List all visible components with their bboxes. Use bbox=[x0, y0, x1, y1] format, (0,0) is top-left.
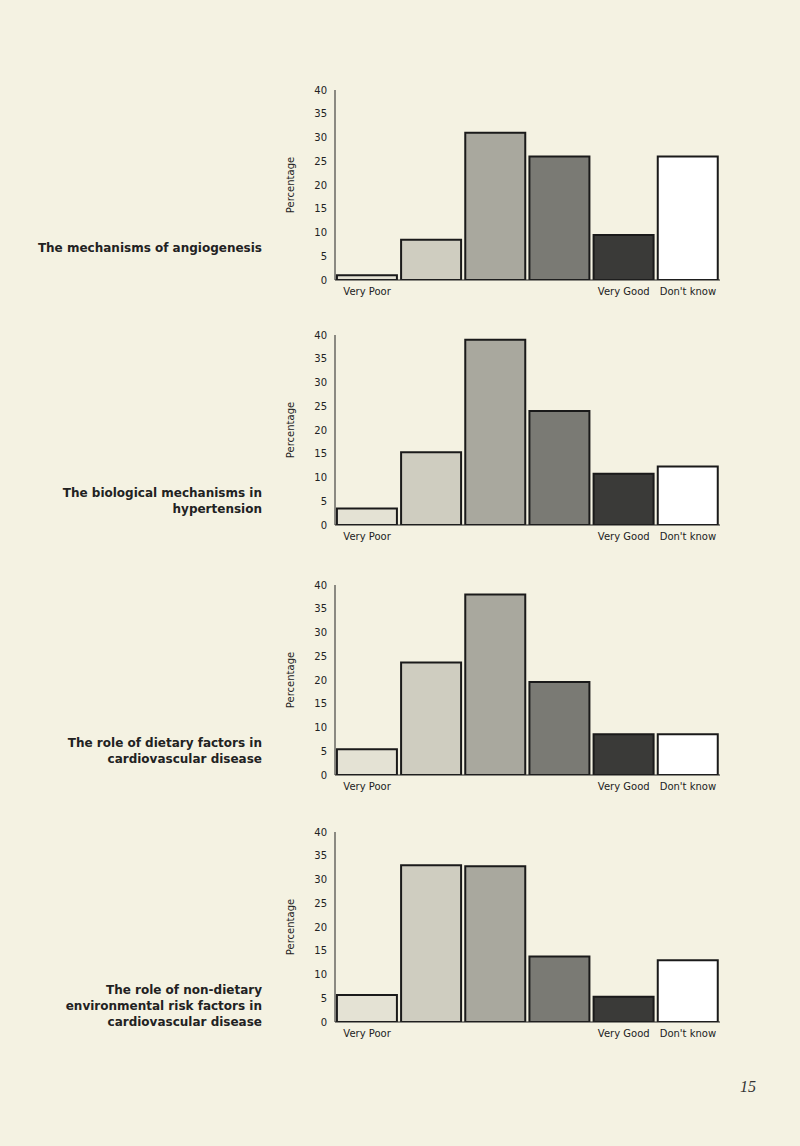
svg-text:Percentage: Percentage bbox=[285, 652, 296, 708]
svg-text:5: 5 bbox=[321, 496, 327, 507]
svg-text:10: 10 bbox=[314, 227, 327, 238]
svg-text:25: 25 bbox=[314, 651, 327, 662]
svg-text:35: 35 bbox=[314, 353, 327, 364]
html-text:The mechanisms of angiogenesis: The mechanisms of angiogenesis bbox=[37, 241, 262, 255]
svg-text:5: 5 bbox=[321, 746, 327, 757]
svg-text:Very Poor: Very Poor bbox=[343, 286, 391, 297]
svg-text:0: 0 bbox=[321, 770, 327, 781]
svg-text:Very Good: Very Good bbox=[598, 781, 650, 792]
svg-text:40: 40 bbox=[314, 330, 327, 341]
svg-text:40: 40 bbox=[314, 85, 327, 96]
svg-text:Percentage: Percentage bbox=[285, 899, 296, 955]
html-text:The role of non-dietary enviro: The role of non-dietary environmental ri… bbox=[65, 983, 262, 1029]
svg-text:Don't know: Don't know bbox=[660, 531, 716, 542]
svg-text:0: 0 bbox=[321, 1017, 327, 1028]
svg-text:25: 25 bbox=[314, 898, 327, 909]
svg-text:5: 5 bbox=[321, 993, 327, 1004]
svg-text:10: 10 bbox=[314, 472, 327, 483]
svg-text:30: 30 bbox=[314, 627, 327, 638]
html-text:The role of dietary factors in: The role of dietary factors in cardiovas… bbox=[67, 736, 262, 766]
svg-text:15: 15 bbox=[314, 448, 327, 459]
svg-text:Very Poor: Very Poor bbox=[343, 781, 391, 792]
svg-text:Percentage: Percentage bbox=[285, 402, 296, 458]
svg-text:Very Good: Very Good bbox=[598, 531, 650, 542]
svg-text:30: 30 bbox=[314, 132, 327, 143]
svg-text:0: 0 bbox=[321, 275, 327, 286]
svg-text:30: 30 bbox=[314, 874, 327, 885]
svg-text:35: 35 bbox=[314, 603, 327, 614]
svg-text:15: 15 bbox=[314, 698, 327, 709]
svg-text:Very Good: Very Good bbox=[598, 1028, 650, 1039]
html-text:15: 15 bbox=[740, 1078, 756, 1095]
svg-text:0: 0 bbox=[321, 520, 327, 531]
svg-text:5: 5 bbox=[321, 251, 327, 262]
svg-text:25: 25 bbox=[314, 156, 327, 167]
svg-text:20: 20 bbox=[314, 922, 327, 933]
svg-text:Don't know: Don't know bbox=[660, 1028, 716, 1039]
svg-text:Very Poor: Very Poor bbox=[343, 531, 391, 542]
svg-text:10: 10 bbox=[314, 969, 327, 980]
svg-text:25: 25 bbox=[314, 401, 327, 412]
svg-text:Very Poor: Very Poor bbox=[343, 1028, 391, 1039]
svg-text:20: 20 bbox=[314, 180, 327, 191]
svg-text:20: 20 bbox=[314, 425, 327, 436]
svg-text:Don't know: Don't know bbox=[660, 781, 716, 792]
svg-text:40: 40 bbox=[314, 827, 327, 838]
svg-text:15: 15 bbox=[314, 203, 327, 214]
svg-text:Percentage: Percentage bbox=[285, 157, 296, 213]
svg-text:35: 35 bbox=[314, 850, 327, 861]
svg-text:Don't know: Don't know bbox=[660, 286, 716, 297]
svg-text:40: 40 bbox=[314, 580, 327, 591]
svg-text:15: 15 bbox=[314, 945, 327, 956]
svg-text:20: 20 bbox=[314, 675, 327, 686]
svg-text:35: 35 bbox=[314, 108, 327, 119]
svg-text:30: 30 bbox=[314, 377, 327, 388]
svg-text:Very Good: Very Good bbox=[598, 286, 650, 297]
html-text:The biological mechanisms in h: The biological mechanisms in hypertensio… bbox=[62, 486, 262, 516]
svg-text:10: 10 bbox=[314, 722, 327, 733]
